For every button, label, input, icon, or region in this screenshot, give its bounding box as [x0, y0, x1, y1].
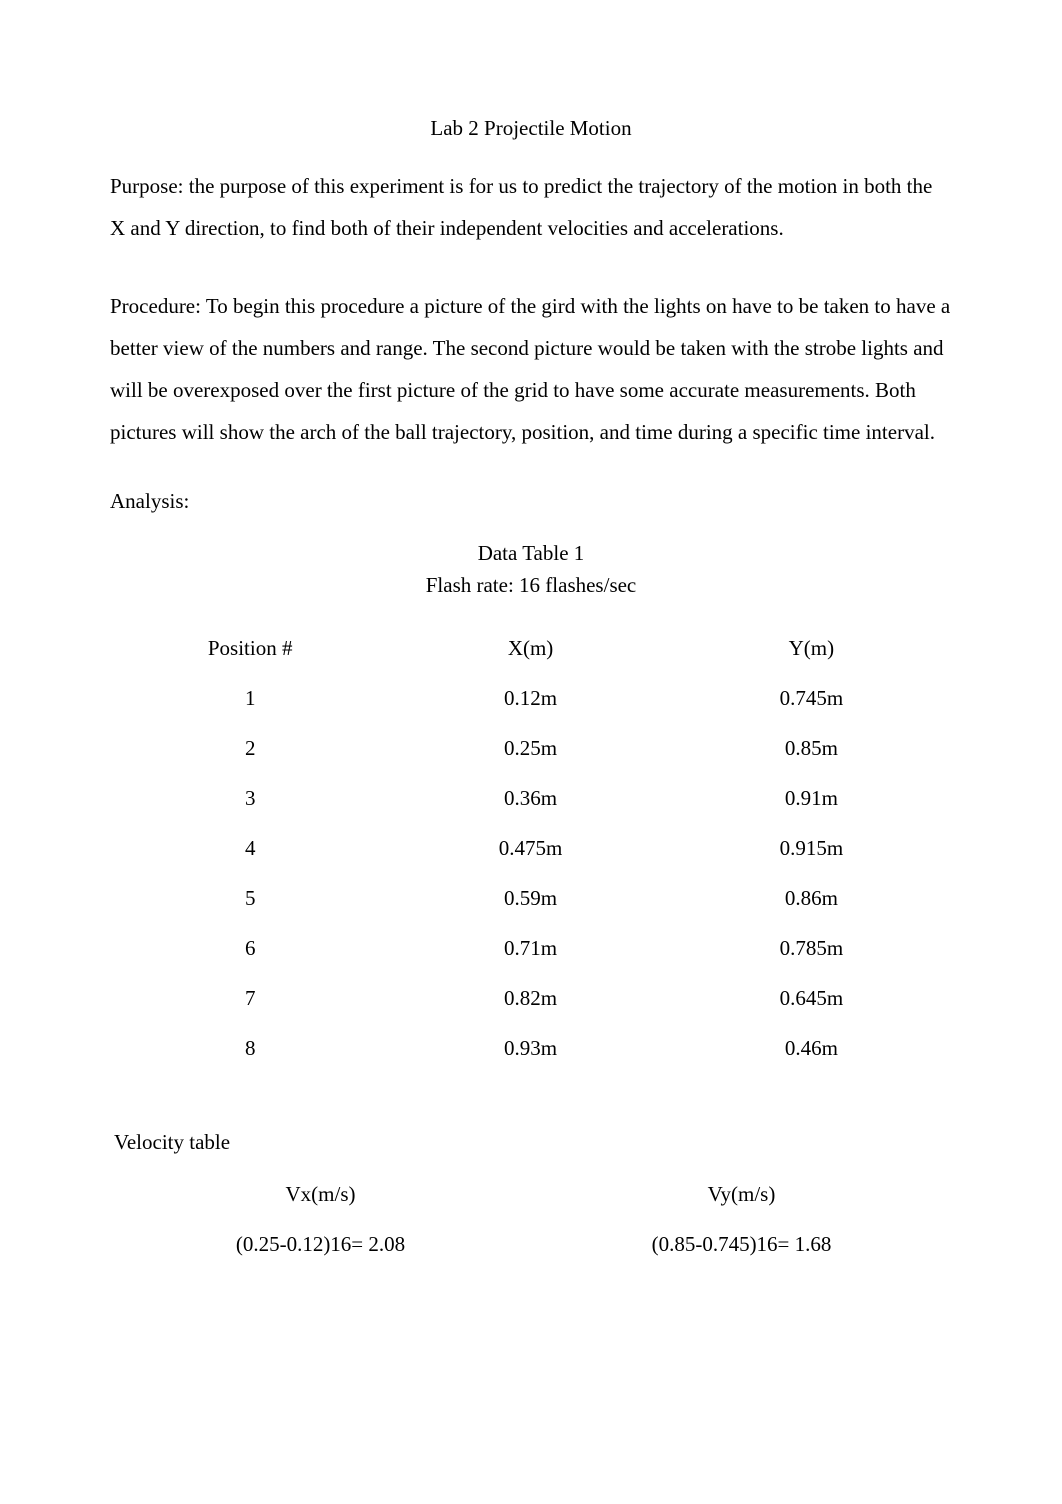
data-table-1: Position # X(m) Y(m) 1 0.12m 0.745m 2 0.…: [110, 623, 952, 1073]
table-row: 6 0.71m 0.785m: [110, 924, 952, 974]
table-row: 4 0.475m 0.915m: [110, 824, 952, 874]
table1-caption-line1: Data Table 1: [478, 541, 585, 565]
cell-position: 4: [110, 824, 390, 874]
cell-vy: (0.85-0.745)16= 1.68: [531, 1219, 952, 1269]
cell-vx: (0.25-0.12)16= 2.08: [110, 1219, 531, 1269]
table-header-row: Vx(m/s) Vy(m/s): [110, 1169, 952, 1219]
table-row: 8 0.93m 0.46m: [110, 1024, 952, 1074]
col-header-x: X(m): [390, 624, 670, 674]
cell-y: 0.785m: [671, 924, 952, 974]
velocity-table: Vx(m/s) Vy(m/s) (0.25-0.12)16= 2.08 (0.8…: [110, 1169, 952, 1269]
cell-x: 0.25m: [390, 724, 670, 774]
table-row: 2 0.25m 0.85m: [110, 724, 952, 774]
table-row: 7 0.82m 0.645m: [110, 974, 952, 1024]
table-row: 5 0.59m 0.86m: [110, 874, 952, 924]
analysis-section-label: Analysis:: [110, 489, 952, 514]
cell-y: 0.915m: [671, 824, 952, 874]
col-header-vx: Vx(m/s): [110, 1169, 531, 1219]
cell-y: 0.91m: [671, 774, 952, 824]
table-row: 1 0.12m 0.745m: [110, 674, 952, 724]
cell-x: 0.59m: [390, 874, 670, 924]
col-header-vy: Vy(m/s): [531, 1169, 952, 1219]
table-row: (0.25-0.12)16= 2.08 (0.85-0.745)16= 1.68: [110, 1219, 952, 1269]
cell-position: 3: [110, 774, 390, 824]
cell-x: 0.36m: [390, 774, 670, 824]
purpose-paragraph: Purpose: the purpose of this experiment …: [110, 165, 952, 249]
cell-x: 0.12m: [390, 674, 670, 724]
table1-caption-line2: Flash rate: 16 flashes/sec: [426, 573, 637, 597]
velocity-table-caption: Velocity table: [114, 1127, 952, 1159]
procedure-paragraph: Procedure: To begin this procedure a pic…: [110, 285, 952, 453]
cell-y: 0.86m: [671, 874, 952, 924]
page-title: Lab 2 Projectile Motion: [110, 116, 952, 141]
cell-position: 2: [110, 724, 390, 774]
cell-position: 7: [110, 974, 390, 1024]
table-header-row: Position # X(m) Y(m): [110, 624, 952, 674]
cell-position: 1: [110, 674, 390, 724]
cell-position: 6: [110, 924, 390, 974]
table-row: 3 0.36m 0.91m: [110, 774, 952, 824]
cell-x: 0.93m: [390, 1024, 670, 1074]
cell-x: 0.475m: [390, 824, 670, 874]
cell-y: 0.745m: [671, 674, 952, 724]
cell-position: 5: [110, 874, 390, 924]
cell-y: 0.85m: [671, 724, 952, 774]
col-header-y: Y(m): [671, 624, 952, 674]
cell-x: 0.71m: [390, 924, 670, 974]
cell-y: 0.645m: [671, 974, 952, 1024]
col-header-position: Position #: [110, 624, 390, 674]
cell-x: 0.82m: [390, 974, 670, 1024]
table1-caption: Data Table 1 Flash rate: 16 flashes/sec: [110, 538, 952, 601]
cell-position: 8: [110, 1024, 390, 1074]
cell-y: 0.46m: [671, 1024, 952, 1074]
